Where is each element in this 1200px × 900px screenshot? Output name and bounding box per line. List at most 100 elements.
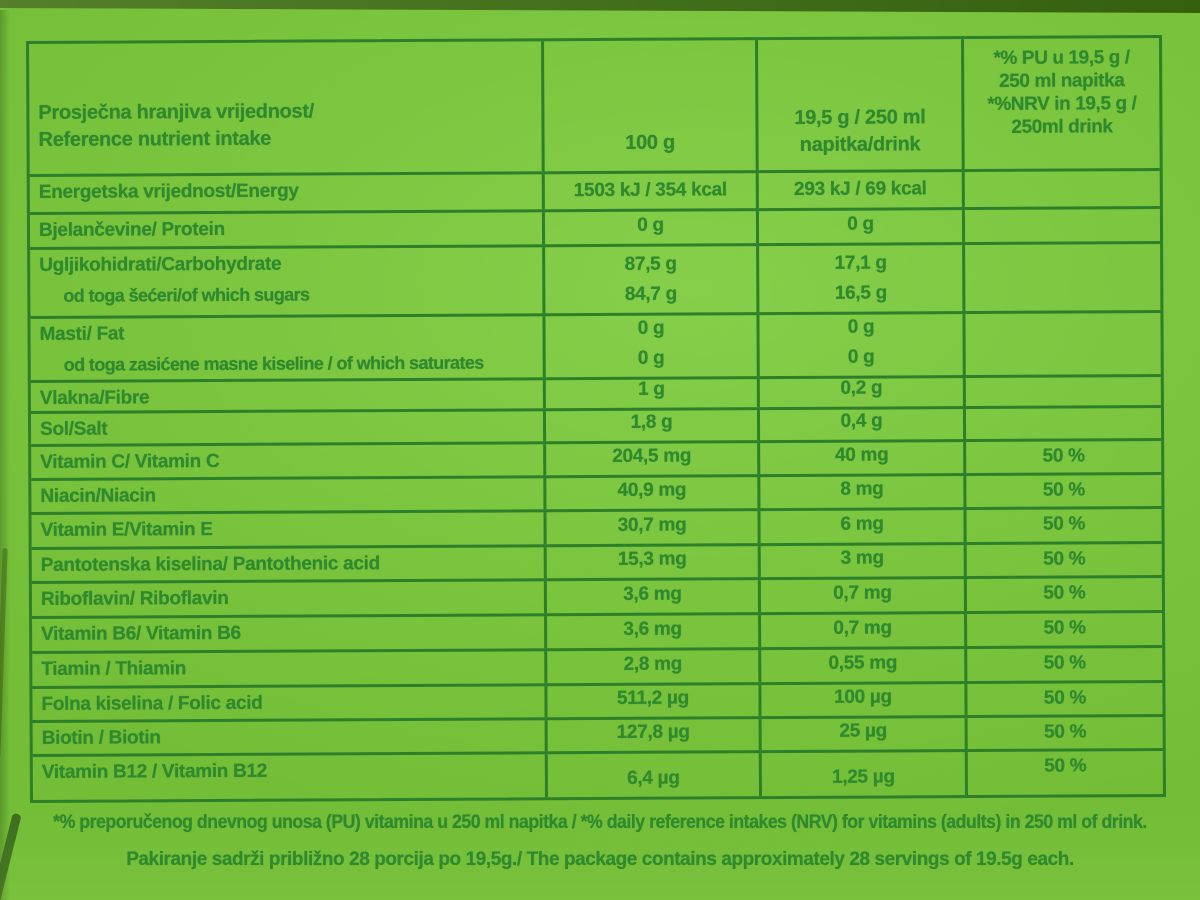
nutrient-label: Riboflavin/ Riboflavin: [32, 581, 544, 616]
nutrient-label-text: Vlakna/Fibre: [39, 387, 150, 409]
value-sub-text: 0 g: [847, 346, 875, 368]
nutrient-label: Bjelančevine/ Protein: [30, 212, 542, 247]
nrv-value: 50 %: [964, 613, 1163, 647]
value-text: 50 %: [1043, 687, 1087, 709]
value-text: 50 %: [1042, 445, 1085, 467]
nrv-value: [961, 209, 1161, 243]
per-serving-value: 17,1 g 16,5 g: [756, 245, 963, 313]
value-text: 204,5 mg: [612, 445, 692, 467]
nutrition-table: Prosječna hranjiva vrijednost/ Reference…: [26, 35, 1166, 803]
value-text: 3,6 mg: [623, 618, 682, 640]
table-row-thiamin: Tiamin / Thiamin 2,8 mg 0,55 mg 50 %: [32, 645, 1163, 686]
value-text: 50 %: [1044, 755, 1087, 777]
nrv-value: 50 %: [963, 544, 1162, 577]
nrv-value: 50 %: [964, 751, 1163, 796]
nrv-value: [962, 408, 1162, 440]
nutrient-label-text: Sol/Salt: [39, 418, 108, 440]
footnote-servings: Pakiranje sadrži približno 28 porcija po…: [126, 848, 1074, 870]
nrv-value: 50 %: [963, 509, 1162, 543]
nrv-value: 50 %: [964, 717, 1163, 750]
value-text: 25 µg: [839, 720, 887, 742]
value-text: 0,7 mg: [833, 617, 892, 639]
per-100g-value: 0 g: [541, 211, 757, 245]
value-sub-text: 0 g: [637, 347, 665, 369]
table-row-vitamin-c: Vitamin C/ Vitamin C 204,5 mg 40 mg 50 %: [31, 438, 1162, 478]
value-text: 40,9 mg: [617, 479, 687, 501]
per-100g-value: 15,3 mg: [543, 546, 758, 579]
per-100g-value: 204,5 mg: [543, 443, 758, 476]
per-serving-value: 293 kJ / 69 kcal: [755, 172, 962, 209]
value-text: 127,8 µg: [616, 721, 690, 743]
value-text: 87,5 g: [624, 253, 677, 275]
nutrient-label-text: Niacin/Niacin: [40, 485, 156, 507]
table-row-fibre: Vlakna/Fibre 1 g 0,2 g: [30, 374, 1161, 411]
per-100g-value: 1503 kJ / 354 kcal: [541, 173, 756, 210]
table-row-vitamin-b6: Vitamin B6/ Vitamin B6 3,6 mg 0,7 mg 50 …: [32, 610, 1163, 651]
package-edge-shade-left: [0, 10, 10, 900]
value-text: 1,8 g: [630, 411, 673, 433]
package-fold-shadow-top: [0, 0, 1200, 13]
value-text: 0,4 g: [840, 410, 883, 432]
nutrient-label: Masti/ Fat od toga zasićene masne kiseli…: [30, 316, 542, 380]
per-serving-value: 1,25 µg: [758, 752, 965, 797]
nutrient-label-text: Vitamin B6/ Vitamin B6: [41, 622, 241, 645]
nutrient-label: Vitamin B12 / Vitamin B12: [33, 754, 545, 800]
value-text: 50 %: [1042, 479, 1085, 501]
per-100g-value: 1,8 g: [542, 410, 758, 442]
per-100g-value: 1 g: [542, 379, 757, 409]
nutrient-label-text: Vitamin E/Vitamin E: [40, 519, 213, 541]
nutrient-label-text: Pantotenska kiselina/ Pantothenic acid: [40, 553, 380, 576]
value-text: 293 kJ / 69 kcal: [793, 178, 927, 200]
value-text: 8 mg: [840, 478, 884, 500]
nutrient-label-text: Folna kiselina / Folic acid: [41, 692, 263, 715]
value-sub-text: 84,7 g: [624, 283, 677, 305]
nutrient-label-text: Bjelančevine/ Protein: [38, 218, 225, 241]
per-100g-value: 127,8 µg: [544, 719, 759, 752]
nrv-value: [961, 171, 1160, 208]
nutrient-sublabel-text: od toga zasićene masne kiseline / of whi…: [63, 352, 484, 375]
table-row-pantothenic-acid: Pantotenska kiselina/ Pantothenic acid 1…: [31, 541, 1162, 581]
per-100g-value: 30,7 mg: [543, 511, 758, 545]
nutrient-label-text: Masti/ Fat: [39, 323, 125, 345]
value-text: 17,1 g: [834, 252, 887, 274]
value-text: 30,7 mg: [617, 514, 687, 536]
nutrient-label-text: Tiamin / Thiamin: [41, 658, 187, 680]
value-text: 50 %: [1043, 548, 1086, 570]
nutrient-label: Pantotenska kiselina/ Pantothenic acid: [32, 547, 544, 581]
table-row-protein: Bjelančevine/ Protein 0 g 0 g: [29, 206, 1161, 247]
nrv-value: 50 %: [963, 578, 1163, 612]
per-serving-value: 100 µg: [758, 684, 965, 717]
nutrient-label: Tiamin / Thiamin: [32, 651, 544, 686]
value-text: 0,7 mg: [833, 582, 892, 604]
value-text: 6 mg: [840, 513, 884, 535]
value-text: 1 g: [638, 378, 665, 400]
value-text: 0 g: [637, 317, 665, 339]
table-row-salt: Sol/Salt 1,8 g 0,4 g: [30, 405, 1162, 444]
nrv-value: 50 %: [963, 475, 1162, 508]
table-row-riboflavin: Riboflavin/ Riboflavin 3,6 mg 0,7 mg 50 …: [31, 575, 1163, 616]
value-text: 6,4 µg: [627, 767, 680, 789]
per-serving-value: 0 g 0 g: [756, 314, 963, 377]
table-row-niacin: Niacin/Niacin 40,9 mg 8 mg 50 %: [31, 472, 1162, 512]
value-text: 40 mg: [834, 444, 889, 466]
per-serving-value: 0 g: [755, 210, 963, 244]
nrv-value: [962, 244, 1161, 312]
header-nutrient-label: Prosječna hranjiva vrijednost/ Reference…: [38, 100, 315, 151]
per-100g-value: 3,6 mg: [544, 615, 759, 649]
per-100g-value: 0 g 0 g: [542, 315, 757, 378]
nutrient-label: Niacin/Niacin: [31, 478, 543, 512]
table-row-vitamin-b12: Vitamin B12 / Vitamin B12 6,4 µg 1,25 µg…: [32, 748, 1163, 800]
per-serving-value: 0,7 mg: [758, 614, 965, 648]
per-serving-value: 0,7 mg: [757, 579, 965, 613]
nutrient-label-text: Vitamin B12 / Vitamin B12: [41, 760, 268, 783]
table-row-fat: Masti/ Fat od toga zasićene masne kiseli…: [30, 310, 1161, 380]
value-text: 0,55 mg: [828, 652, 898, 674]
table-row-carbohydrate: Ugljikohidrati/Carbohydrate od toga šeće…: [30, 241, 1161, 316]
nrv-value: [962, 377, 1161, 407]
table-header-row: Prosječna hranjiva vrijednost/ Reference…: [29, 38, 1160, 174]
value-text: 3,6 mg: [623, 583, 682, 605]
value-text: 0 g: [637, 214, 664, 236]
value-text: 50 %: [1042, 513, 1086, 535]
nutrient-label-text: Ugljikohidrati/Carbohydrate: [39, 253, 282, 276]
